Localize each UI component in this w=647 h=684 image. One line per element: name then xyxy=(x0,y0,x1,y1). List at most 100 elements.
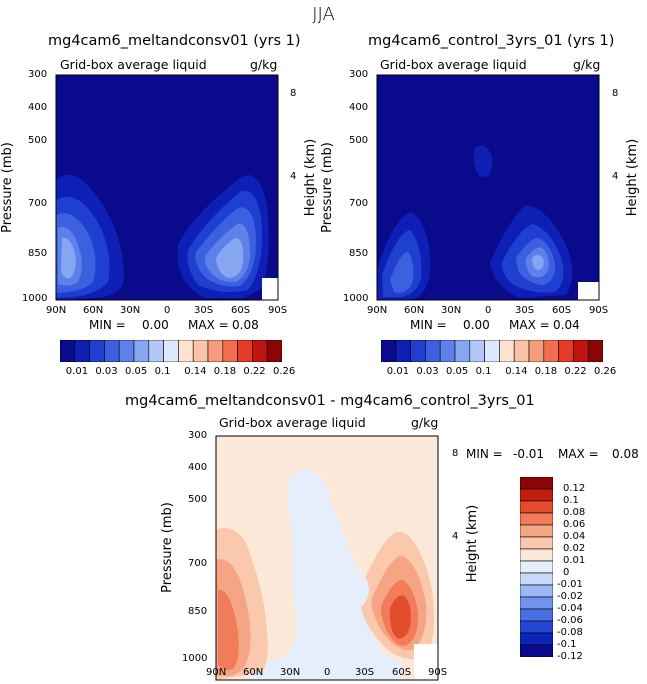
colorbar-swatch xyxy=(543,340,559,362)
panel3-min-label: MIN = xyxy=(466,447,503,461)
colorbar-swatch xyxy=(520,548,553,562)
colorbar-label: 0.1 xyxy=(475,366,492,377)
panel1-min-value: 0.00 xyxy=(142,318,169,332)
panel3-colorbar xyxy=(520,477,553,657)
panel2-title: mg4cam6_control_3yrs_01 (yrs 1) xyxy=(368,33,615,49)
colorbar-swatch xyxy=(118,340,135,362)
panel3-ytick-500: 500 xyxy=(188,494,208,505)
panel1-ytick-850: 850 xyxy=(28,248,48,259)
panel2-min-value: 0.00 xyxy=(463,318,490,332)
panel1-xtick-90s: 90S xyxy=(268,305,288,316)
panel3-xtick-30n: 30N xyxy=(280,667,301,678)
panel3-xtick-30s: 30S xyxy=(355,667,375,678)
colorbar-swatch xyxy=(252,340,268,362)
colorbar-swatch xyxy=(513,340,530,362)
panel1-max-label: MAX = xyxy=(188,318,229,332)
panel1-title: mg4cam6_meltandconsv01 (yrs 1) xyxy=(48,33,301,49)
panel3-y2tick-4: 4 xyxy=(452,531,459,542)
panel3-missing-region xyxy=(414,644,438,680)
panel3-contour-nh-3 xyxy=(218,589,239,671)
panel2-xtick-90n: 90N xyxy=(367,305,388,316)
panel1-ylabel2: Height (km) xyxy=(303,138,319,217)
colorbar-swatch xyxy=(60,340,76,362)
colorbar-label: 0.08 xyxy=(563,507,586,518)
colorbar-label: 0.02 xyxy=(563,543,586,554)
season-title: JJA xyxy=(312,4,335,25)
panel2-contour-nh-3 xyxy=(390,252,414,293)
panel3-ytick-700: 700 xyxy=(188,558,208,569)
colorbar-swatch xyxy=(439,340,456,362)
panel2-max-label: MAX = xyxy=(509,318,550,332)
panel2-xtick-30s: 30S xyxy=(515,305,535,316)
panel2-contour-sh-5 xyxy=(532,255,544,270)
panel1-plot xyxy=(55,74,279,301)
panel1-ytick-400: 400 xyxy=(28,102,48,113)
colorbar-label: 0.26 xyxy=(273,366,296,377)
colorbar-swatch xyxy=(520,644,553,657)
colorbar-label: 0.05 xyxy=(125,366,148,377)
panel3-min-value: -0.01 xyxy=(513,447,545,461)
colorbar-label: -0.1 xyxy=(557,639,577,650)
colorbar-label: 0.26 xyxy=(594,366,617,377)
colorbar-label: -0.02 xyxy=(557,591,583,602)
panel2-ytick-400: 400 xyxy=(349,102,369,113)
colorbar-swatch xyxy=(573,340,589,362)
colorbar-label: -0.04 xyxy=(557,603,583,614)
colorbar-label: 0.22 xyxy=(564,366,587,377)
panel3-ylabel: Pressure (mb) xyxy=(159,502,175,593)
panel3-contour-sh-4 xyxy=(389,595,411,639)
panel2-xtick-90s: 90S xyxy=(589,305,609,316)
panel3-title: mg4cam6_meltandconsv01 - mg4cam6_control… xyxy=(125,393,535,409)
panel1-missing-region xyxy=(262,278,278,300)
colorbar-swatch xyxy=(520,536,553,550)
panel2-ytick-700: 700 xyxy=(349,198,369,209)
panel2-ylabel2: Height (km) xyxy=(625,138,641,217)
panel1-xtick-0: 0 xyxy=(164,305,171,316)
panel1-subtitle: Grid-box average liquid xyxy=(60,57,207,72)
colorbar-swatch xyxy=(89,340,105,362)
panel1-max-value: 0.08 xyxy=(232,318,259,332)
panel1-contour-sh-5 xyxy=(216,238,244,278)
panel1-ytick-1000: 1000 xyxy=(22,293,48,304)
colorbar-swatch xyxy=(469,340,485,362)
colorbar-swatch xyxy=(520,632,553,646)
colorbar-swatch xyxy=(454,340,471,362)
panel3-ytick-850: 850 xyxy=(188,606,208,617)
colorbar-label: -0.12 xyxy=(557,651,583,662)
colorbar-swatch xyxy=(520,500,553,514)
panel1-xtick-90n: 90N xyxy=(46,305,67,316)
panel2-y2tick-4: 4 xyxy=(612,171,619,182)
panel3-xtick-90n: 90N xyxy=(206,667,227,678)
colorbar-swatch xyxy=(520,608,553,622)
colorbar-swatch xyxy=(558,340,574,362)
colorbar-swatch xyxy=(133,340,150,362)
panel3-y2tick-8: 8 xyxy=(452,448,459,459)
colorbar-label: 0.05 xyxy=(446,366,469,377)
colorbar-label: -0.06 xyxy=(557,615,583,626)
colorbar-label: 0.04 xyxy=(563,531,586,542)
panel1-colorbar xyxy=(60,340,282,362)
panel3-contour-negative-patch xyxy=(341,572,369,608)
panel2-xtick-60s: 60S xyxy=(552,305,572,316)
panel3-frame xyxy=(215,435,439,681)
colorbar-swatch xyxy=(520,477,553,490)
panel2-xtick-60n: 60N xyxy=(404,305,425,316)
colorbar-label: -0.08 xyxy=(557,627,583,638)
colorbar-label: -0.01 xyxy=(557,579,583,590)
panel3-units: g/kg xyxy=(411,415,439,430)
colorbar-label: 0 xyxy=(563,567,570,578)
colorbar-swatch xyxy=(104,340,120,362)
panel3-plot xyxy=(215,435,439,681)
colorbar-swatch xyxy=(192,340,209,362)
panel2-colorbar xyxy=(381,340,603,362)
panel1-contour-nh-5 xyxy=(61,237,76,279)
panel2-units: g/kg xyxy=(573,57,601,72)
colorbar-swatch xyxy=(484,340,500,362)
colorbar-swatch xyxy=(148,340,164,362)
panel2-colorbar-labels: 0.01 0.03 0.05 0.1 0.14 0.18 0.22 0.26 xyxy=(381,366,616,380)
panel3-xtick-60s: 60S xyxy=(392,667,412,678)
panel3-ytick-1000: 1000 xyxy=(182,653,208,664)
panel1-xtick-60n: 60N xyxy=(83,305,104,316)
colorbar-label: 0.01 xyxy=(65,366,89,377)
colorbar-label: 0.18 xyxy=(534,366,558,377)
